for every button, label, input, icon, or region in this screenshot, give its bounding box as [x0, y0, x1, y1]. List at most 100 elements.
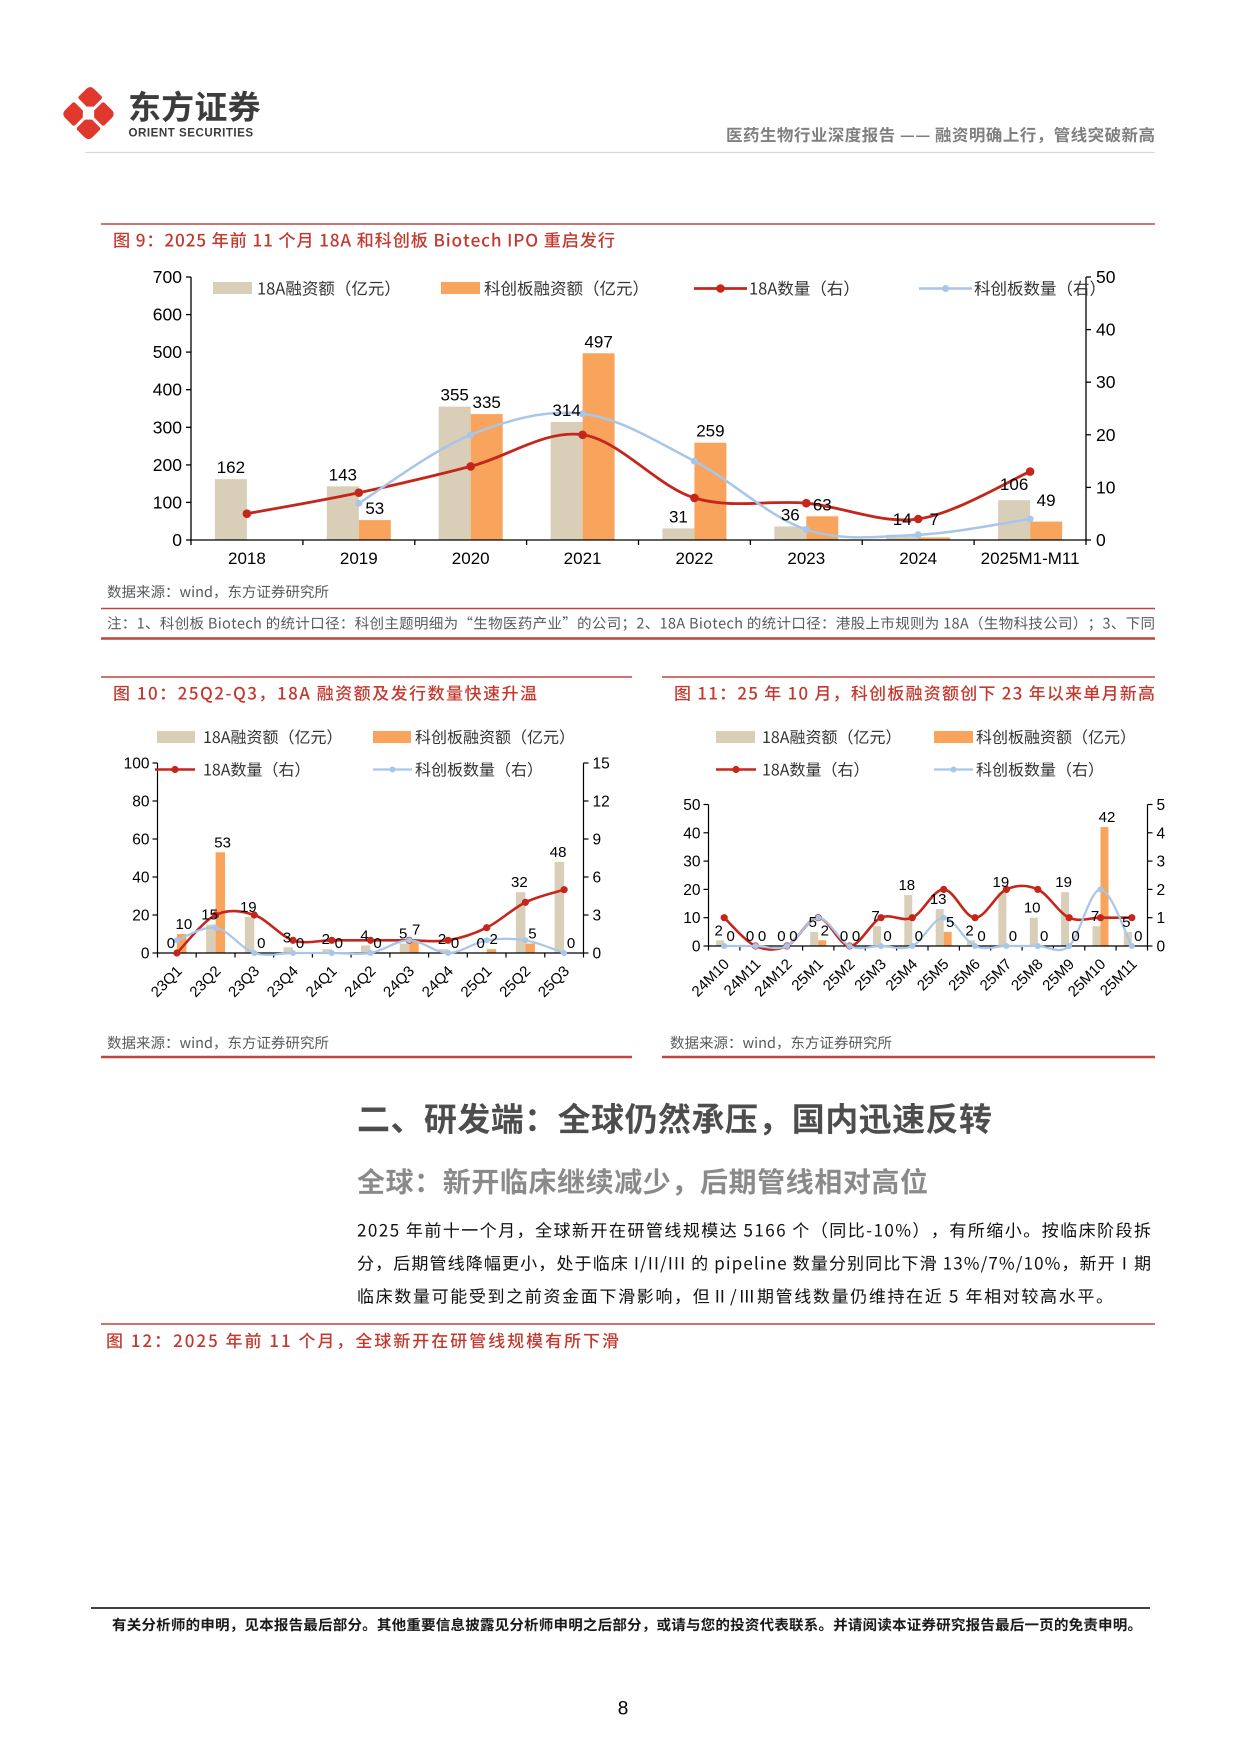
svg-text:24Q3: 24Q3: [380, 963, 418, 1001]
svg-text:0: 0: [1157, 939, 1166, 956]
svg-text:6: 6: [593, 870, 602, 887]
svg-text:10: 10: [683, 910, 701, 927]
svg-text:2: 2: [438, 931, 446, 948]
svg-text:0: 0: [477, 935, 485, 952]
svg-text:19: 19: [993, 874, 1010, 891]
svg-text:0: 0: [141, 946, 150, 963]
svg-text:42: 42: [1099, 809, 1116, 826]
svg-text:0: 0: [1009, 928, 1017, 945]
svg-text:0: 0: [915, 928, 923, 945]
svg-text:2: 2: [821, 922, 829, 939]
svg-text:100: 100: [153, 492, 182, 512]
svg-text:2021: 2021: [564, 549, 602, 568]
svg-text:10: 10: [1024, 900, 1041, 917]
svg-text:40: 40: [683, 825, 701, 842]
svg-text:0: 0: [789, 928, 797, 945]
svg-text:200: 200: [153, 455, 182, 475]
svg-text:50: 50: [683, 797, 701, 814]
svg-text:100: 100: [124, 756, 150, 773]
svg-text:700: 700: [153, 267, 182, 287]
svg-text:2019: 2019: [340, 549, 378, 568]
svg-text:40: 40: [132, 870, 150, 887]
svg-text:400: 400: [153, 380, 182, 400]
svg-text:7: 7: [412, 922, 420, 939]
svg-text:25M2: 25M2: [820, 956, 859, 995]
svg-text:23Q2: 23Q2: [186, 963, 224, 1001]
svg-text:25M4: 25M4: [883, 956, 922, 995]
svg-text:25M1: 25M1: [788, 956, 827, 995]
svg-text:0: 0: [1134, 928, 1142, 945]
svg-text:24Q4: 24Q4: [419, 963, 457, 1001]
svg-text:500: 500: [153, 342, 182, 362]
svg-text:25Q2: 25Q2: [496, 963, 534, 1001]
svg-text:497: 497: [584, 332, 612, 351]
svg-text:0: 0: [852, 928, 860, 945]
svg-text:2020: 2020: [452, 549, 490, 568]
svg-text:143: 143: [329, 465, 357, 484]
svg-text:15: 15: [593, 756, 610, 773]
svg-text:24Q2: 24Q2: [341, 963, 379, 1001]
svg-text:0: 0: [883, 928, 891, 945]
svg-text:15: 15: [201, 907, 218, 924]
svg-text:18: 18: [898, 877, 915, 894]
svg-text:0: 0: [692, 939, 701, 956]
svg-text:80: 80: [132, 794, 150, 811]
svg-text:12: 12: [593, 794, 610, 811]
svg-text:5: 5: [1122, 914, 1130, 931]
svg-text:36: 36: [781, 506, 800, 525]
svg-text:0: 0: [1096, 530, 1106, 550]
svg-text:30: 30: [1096, 372, 1116, 392]
svg-text:0: 0: [840, 928, 848, 945]
svg-text:0: 0: [727, 928, 735, 945]
svg-text:3: 3: [1157, 854, 1166, 871]
svg-text:23Q3: 23Q3: [225, 963, 263, 1001]
svg-text:2022: 2022: [675, 549, 713, 568]
svg-text:49: 49: [1037, 491, 1056, 510]
svg-text:2025M1-M11: 2025M1-M11: [981, 549, 1080, 568]
svg-text:1: 1: [1157, 910, 1166, 927]
svg-text:3: 3: [593, 908, 602, 925]
svg-text:600: 600: [153, 305, 182, 325]
svg-text:0: 0: [373, 935, 381, 952]
svg-text:0: 0: [977, 928, 985, 945]
svg-text:25Q3: 25Q3: [535, 963, 573, 1001]
svg-text:2: 2: [490, 931, 498, 948]
svg-text:19: 19: [1055, 874, 1072, 891]
svg-text:32: 32: [511, 874, 528, 891]
svg-text:25M3: 25M3: [851, 956, 890, 995]
svg-text:23Q1: 23Q1: [148, 963, 186, 1001]
svg-text:0: 0: [777, 928, 785, 945]
svg-text:2: 2: [715, 922, 723, 939]
svg-text:25M8: 25M8: [1008, 956, 1047, 995]
svg-text:53: 53: [214, 834, 231, 851]
svg-text:2024: 2024: [899, 549, 937, 568]
svg-text:0: 0: [296, 935, 304, 952]
svg-text:162: 162: [217, 458, 245, 477]
svg-text:48: 48: [550, 844, 567, 861]
svg-text:314: 314: [552, 401, 580, 420]
svg-text:0: 0: [451, 935, 459, 952]
svg-text:63: 63: [813, 495, 832, 514]
svg-text:9: 9: [593, 832, 602, 849]
svg-text:53: 53: [365, 499, 384, 518]
svg-text:5: 5: [1157, 797, 1166, 814]
svg-text:0: 0: [746, 928, 754, 945]
svg-text:2023: 2023: [787, 549, 825, 568]
svg-text:0: 0: [335, 935, 343, 952]
svg-text:60: 60: [132, 832, 150, 849]
svg-text:0: 0: [758, 928, 766, 945]
svg-text:2: 2: [1157, 882, 1166, 899]
svg-text:0: 0: [167, 935, 175, 952]
svg-text:23Q4: 23Q4: [264, 963, 302, 1001]
svg-text:3: 3: [283, 929, 291, 946]
svg-text:10: 10: [1096, 477, 1116, 497]
svg-text:10: 10: [176, 916, 193, 933]
svg-text:24Q1: 24Q1: [303, 963, 341, 1001]
svg-text:2: 2: [322, 931, 330, 948]
svg-text:20: 20: [683, 882, 701, 899]
svg-text:5: 5: [399, 926, 407, 943]
svg-text:14: 14: [893, 510, 912, 529]
svg-text:355: 355: [441, 386, 469, 405]
svg-text:2: 2: [965, 922, 973, 939]
svg-text:5: 5: [809, 914, 817, 931]
